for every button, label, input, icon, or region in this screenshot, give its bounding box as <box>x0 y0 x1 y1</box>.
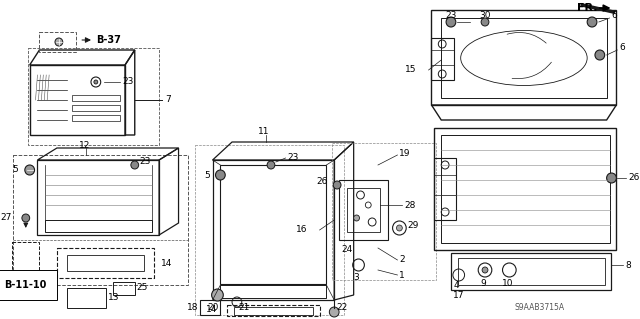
Text: 8: 8 <box>625 261 631 270</box>
Text: FR.: FR. <box>577 3 597 13</box>
Text: 28: 28 <box>404 201 415 210</box>
Text: 25: 25 <box>137 284 148 293</box>
Text: S9AAB3715A: S9AAB3715A <box>514 302 564 311</box>
Text: 21: 21 <box>239 302 250 311</box>
Text: 5: 5 <box>12 166 18 174</box>
Text: 23: 23 <box>287 152 299 161</box>
Text: 26: 26 <box>628 174 639 182</box>
Text: 6: 6 <box>611 11 617 20</box>
Text: 23: 23 <box>445 11 457 19</box>
Text: 6: 6 <box>620 43 625 53</box>
Circle shape <box>446 17 456 27</box>
Circle shape <box>25 165 35 175</box>
Text: 11: 11 <box>259 128 270 137</box>
Circle shape <box>481 18 489 26</box>
Circle shape <box>354 215 360 221</box>
Circle shape <box>482 267 488 273</box>
Text: 5: 5 <box>204 170 210 180</box>
Text: 18: 18 <box>186 302 198 311</box>
Text: 24: 24 <box>341 246 352 255</box>
Text: 1: 1 <box>399 271 405 279</box>
Circle shape <box>607 173 616 183</box>
Circle shape <box>131 161 139 169</box>
Circle shape <box>396 225 403 231</box>
Text: B-37: B-37 <box>96 35 121 45</box>
Circle shape <box>330 307 339 317</box>
Text: 9: 9 <box>480 278 486 287</box>
Circle shape <box>94 80 98 84</box>
Circle shape <box>55 38 63 46</box>
Text: 15: 15 <box>405 65 417 75</box>
Text: 14: 14 <box>206 306 218 315</box>
Text: 27: 27 <box>1 213 12 222</box>
Text: 7: 7 <box>165 95 171 105</box>
Circle shape <box>333 181 341 189</box>
Text: 19: 19 <box>399 149 411 158</box>
Text: 14: 14 <box>161 258 172 268</box>
Circle shape <box>595 50 605 60</box>
Circle shape <box>587 17 597 27</box>
Text: 29: 29 <box>407 220 419 229</box>
Text: B-11-10: B-11-10 <box>13 280 56 290</box>
Text: 16: 16 <box>296 226 308 234</box>
Text: 4: 4 <box>454 280 460 290</box>
Circle shape <box>267 161 275 169</box>
Circle shape <box>212 289 223 301</box>
Text: B-11-10: B-11-10 <box>4 280 47 290</box>
Circle shape <box>22 214 29 222</box>
Text: 13: 13 <box>108 293 119 302</box>
Text: 23: 23 <box>140 158 151 167</box>
Text: 3: 3 <box>354 273 360 283</box>
Text: 2: 2 <box>399 256 405 264</box>
Text: 23: 23 <box>122 78 134 86</box>
Text: 20: 20 <box>208 303 219 313</box>
Text: 22: 22 <box>336 303 348 313</box>
Text: 17: 17 <box>453 291 465 300</box>
Text: 26: 26 <box>316 177 328 187</box>
Text: 10: 10 <box>502 278 513 287</box>
Text: 12: 12 <box>79 140 90 150</box>
Text: 30: 30 <box>479 11 491 19</box>
Circle shape <box>216 170 225 180</box>
